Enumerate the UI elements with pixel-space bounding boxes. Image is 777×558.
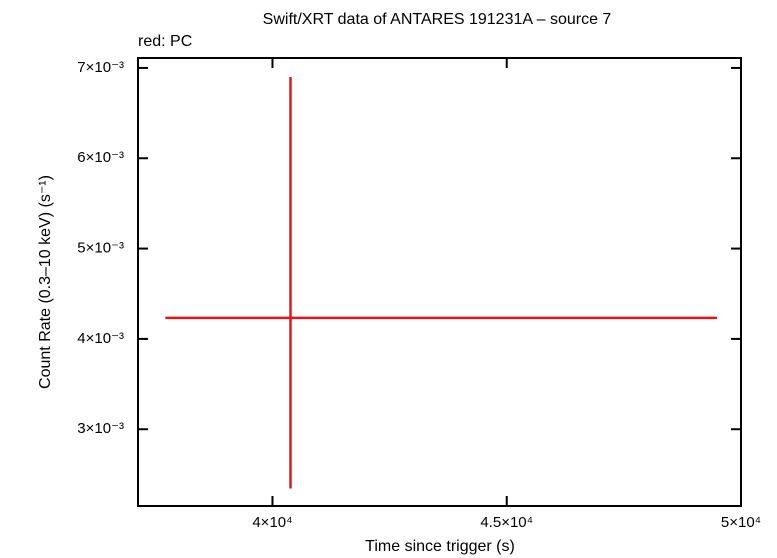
y-tick-label: 3×10⁻³ bbox=[77, 420, 124, 437]
y-tick-label: 4×10⁻³ bbox=[77, 330, 124, 347]
x-tick-label: 4.5×10⁴ bbox=[480, 514, 533, 531]
y-tick-label: 7×10⁻³ bbox=[77, 59, 124, 76]
plot-frame bbox=[137, 57, 742, 507]
x-tick-label: 4×10⁴ bbox=[252, 514, 292, 531]
y-axis-label: Count Rate (0.3–10 keV) (s⁻¹) bbox=[37, 175, 54, 389]
y-tick-label: 6×10⁻³ bbox=[77, 149, 124, 166]
x-tick-label: 5×10⁴ bbox=[721, 514, 761, 531]
y-tick-label: 5×10⁻³ bbox=[77, 240, 124, 257]
chart-subtitle: red: PC bbox=[138, 33, 192, 50]
chart-title: Swift/XRT data of ANTARES 191231A – sour… bbox=[263, 11, 612, 28]
x-axis-label: Time since trigger (s) bbox=[365, 538, 515, 555]
